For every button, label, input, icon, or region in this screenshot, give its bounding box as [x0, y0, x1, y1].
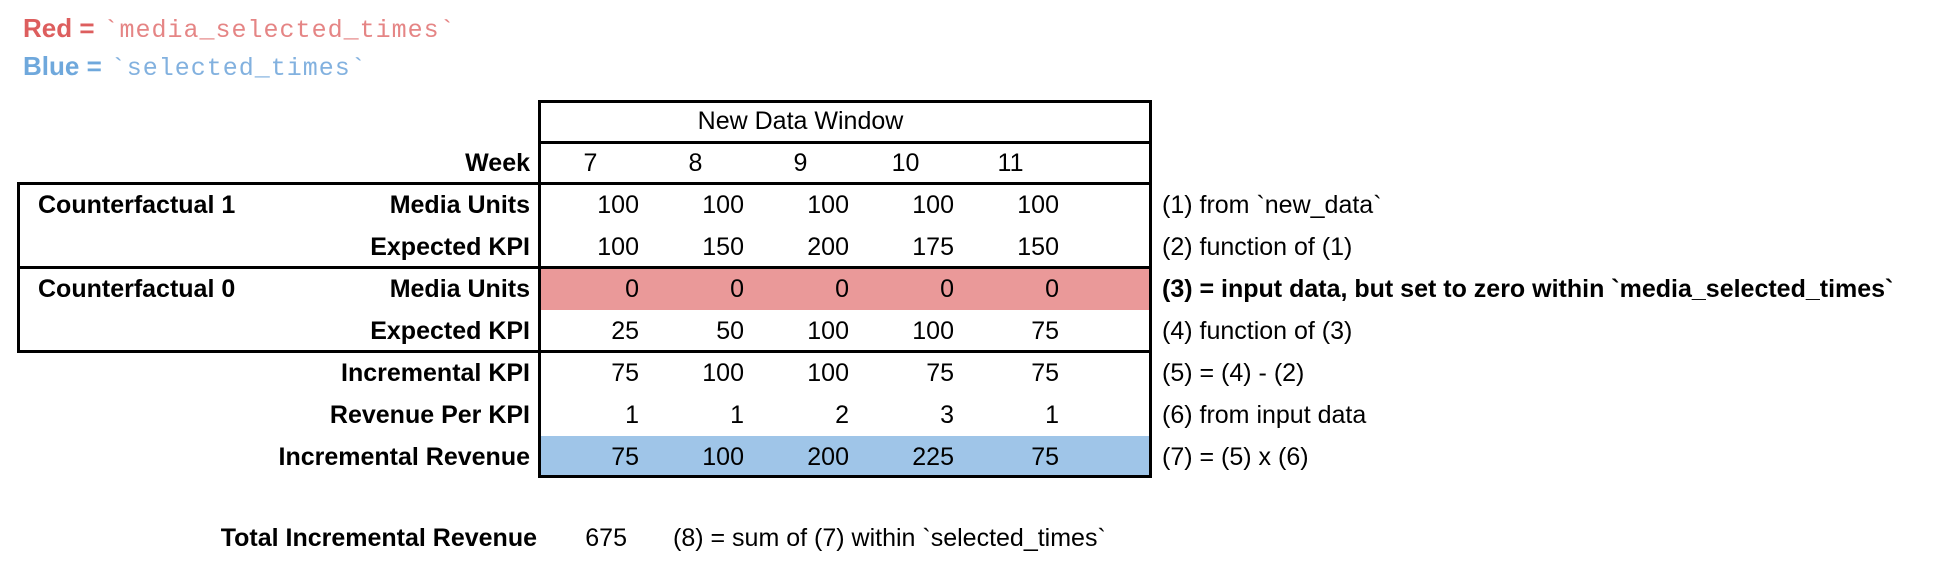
legend-red-line: Red = `media_selected_times` [23, 13, 456, 45]
group-label-counterfactual-0: Counterfactual 0 [38, 275, 236, 303]
week-col-header: 7 [583, 149, 598, 177]
cell: 2 [835, 401, 849, 429]
table-row: Expected KPI 100 150 200 175 150 (2) fun… [0, 226, 1960, 268]
cell: 100 [702, 359, 744, 387]
cell: 100 [702, 443, 744, 471]
cell: 100 [597, 233, 639, 261]
row-note: (2) function of (1) [1162, 233, 1353, 261]
table-row: Incremental Revenue 75 100 200 225 75 (7… [0, 436, 1960, 478]
week-col-header: 9 [793, 149, 808, 177]
cell: 75 [611, 443, 639, 471]
row-label: Media Units [389, 275, 530, 303]
data-window-border [538, 100, 1152, 478]
table-row: Expected KPI 25 50 100 100 75 (4) functi… [0, 310, 1960, 352]
week-row-label: Week [465, 149, 530, 177]
cell: 75 [1031, 317, 1059, 345]
legend-red-code: `media_selected_times` [103, 16, 456, 45]
cell: 3 [940, 401, 954, 429]
media-selected-times-highlight [539, 268, 1150, 310]
row-label: Expected KPI [370, 233, 530, 261]
row-note: (6) from input data [1162, 401, 1367, 429]
rule-cf1-bottom [17, 266, 1152, 269]
table-header: New Data Window [697, 107, 904, 135]
row-label: Media Units [389, 191, 530, 219]
legend-blue-label: Blue = [23, 51, 102, 81]
week-col-header: 8 [688, 149, 703, 177]
rule-below-header [538, 141, 1152, 144]
row-label: Incremental Revenue [278, 443, 531, 471]
cell: 25 [611, 317, 639, 345]
cell: 1 [730, 401, 744, 429]
row-label: Expected KPI [370, 317, 530, 345]
rule-left-edge [17, 182, 20, 353]
cell: 200 [807, 233, 849, 261]
cell: 75 [611, 359, 639, 387]
total-value: 675 [585, 524, 627, 552]
cell: 100 [702, 191, 744, 219]
week-col-header: 10 [891, 149, 920, 177]
week-col-header: 11 [997, 149, 1024, 177]
legend-red-label: Red = [23, 13, 95, 43]
cell: 175 [912, 233, 954, 261]
cell: 0 [1045, 275, 1059, 303]
cell: 75 [1031, 359, 1059, 387]
rule-cf0-bottom [17, 350, 1152, 353]
row-note: (3) = input data, but set to zero within… [1162, 275, 1894, 303]
table-row: Media Units 0 0 0 0 0 (3) = input data, … [0, 268, 1960, 310]
group-label-counterfactual-1: Counterfactual 1 [38, 191, 236, 219]
selected-times-highlight [539, 436, 1150, 478]
row-note: (5) = (4) - (2) [1162, 359, 1305, 387]
cell: 100 [912, 191, 954, 219]
cell: 100 [1017, 191, 1059, 219]
cell: 200 [807, 443, 849, 471]
cell: 0 [835, 275, 849, 303]
cell: 225 [912, 443, 954, 471]
cell: 100 [807, 317, 849, 345]
cell: 0 [625, 275, 639, 303]
rule-cf1-top [17, 182, 1152, 185]
row-note: (1) from `new_data` [1162, 191, 1382, 219]
table-row: Revenue Per KPI 1 1 2 3 1 (6) from input… [0, 394, 1960, 436]
cell: 100 [807, 191, 849, 219]
cell: 0 [730, 275, 744, 303]
legend-blue-code: `selected_times` [110, 54, 367, 83]
cell: 150 [702, 233, 744, 261]
row-note: (7) = (5) x (6) [1162, 443, 1309, 471]
total-label: Total Incremental Revenue [220, 524, 537, 552]
legend-blue-line: Blue = `selected_times` [23, 51, 367, 83]
cell: 0 [940, 275, 954, 303]
cell: 150 [1017, 233, 1059, 261]
table-row: Media Units 100 100 100 100 100 (1) from… [0, 184, 1960, 226]
row-label: Revenue Per KPI [329, 401, 530, 429]
cell: 75 [926, 359, 954, 387]
row-label: Incremental KPI [341, 359, 530, 387]
cell: 100 [597, 191, 639, 219]
cell: 75 [1031, 443, 1059, 471]
cell: 50 [716, 317, 744, 345]
cell: 100 [807, 359, 849, 387]
total-note: (8) = sum of (7) within `selected_times` [673, 524, 1106, 552]
row-note: (4) function of (3) [1162, 317, 1353, 345]
table-row: Incremental KPI 75 100 100 75 75 (5) = (… [0, 352, 1960, 394]
cell: 100 [912, 317, 954, 345]
cell: 1 [625, 401, 639, 429]
cell: 1 [1045, 401, 1059, 429]
